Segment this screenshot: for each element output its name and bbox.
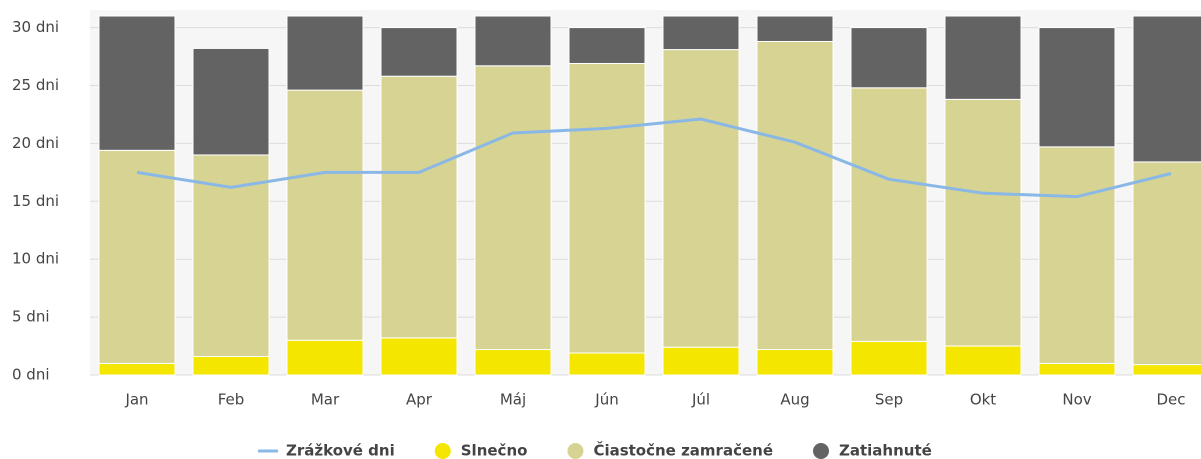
bar-segment [192,355,270,376]
bar-segment [98,15,176,151]
legend-label: Zatiahnuté [839,442,932,459]
bar-segment [1038,27,1116,148]
x-tick-label: Feb [218,391,245,409]
legend-label: Čiastočne zamračené [593,441,773,459]
bar-segment [850,87,928,342]
x-tick-label: Aug [780,391,809,409]
y-tick-label: 0 dni [12,366,50,384]
bar-segment [474,15,552,67]
bar-segment [1038,362,1116,376]
bar-segment [568,62,646,354]
y-tick-label: 15 dni [12,192,59,210]
bar-segment [380,27,458,77]
x-tick-label: Jan [124,391,148,409]
bar-segment [944,345,1022,376]
bar-segment [98,362,176,376]
bar-segment [192,47,270,156]
bar-segment [1132,161,1201,366]
legend-symbol [567,443,584,459]
x-tick-label: Jún [594,391,618,409]
bar-segment [98,149,176,364]
bar-segment [662,346,740,376]
bar-segment [850,27,928,89]
bar-segment [192,154,270,357]
bar-segment [944,98,1022,347]
x-tick-label: Máj [500,391,526,409]
bar-segment [286,89,364,341]
bar-segment [662,49,740,348]
legend-label: Zrážkové dni [286,442,395,459]
bar-segment [944,15,1022,100]
x-tick-label: Sep [875,391,903,409]
x-tick-label: Nov [1062,391,1091,409]
legend-symbol [813,443,829,459]
x-tick-label: Apr [406,391,433,409]
bar-segment [568,352,646,376]
y-tick-label: 25 dni [12,76,59,94]
x-tick-label: Dec [1156,391,1185,409]
bar-segment [756,349,834,376]
bar-segment [474,349,552,376]
legend-label: Slnečno [461,442,528,459]
y-tick-label: 30 dni [12,18,59,36]
bar-segment [1132,364,1201,376]
y-tick-label: 10 dni [12,250,59,268]
bar-segment [756,15,834,42]
line [136,117,1172,199]
bar-segment [380,75,458,339]
y-tick-label: 5 dni [12,308,50,326]
x-tick-label: Okt [970,391,996,409]
legend-symbol [434,443,451,459]
bar-segment [286,339,364,376]
bar-segment [1132,15,1201,163]
x-tick-label: Mar [311,391,340,409]
bar-segment [662,15,740,51]
bar-segment [380,337,458,376]
bar-segment [568,27,646,64]
y-tick-label: 20 dni [12,134,59,152]
bar-segment [756,40,834,351]
bar-segment [474,65,552,351]
x-tick-label: Júl [691,391,710,409]
bar-segment [850,340,928,376]
bar-segment [1038,146,1116,364]
bar-segment [286,15,364,91]
